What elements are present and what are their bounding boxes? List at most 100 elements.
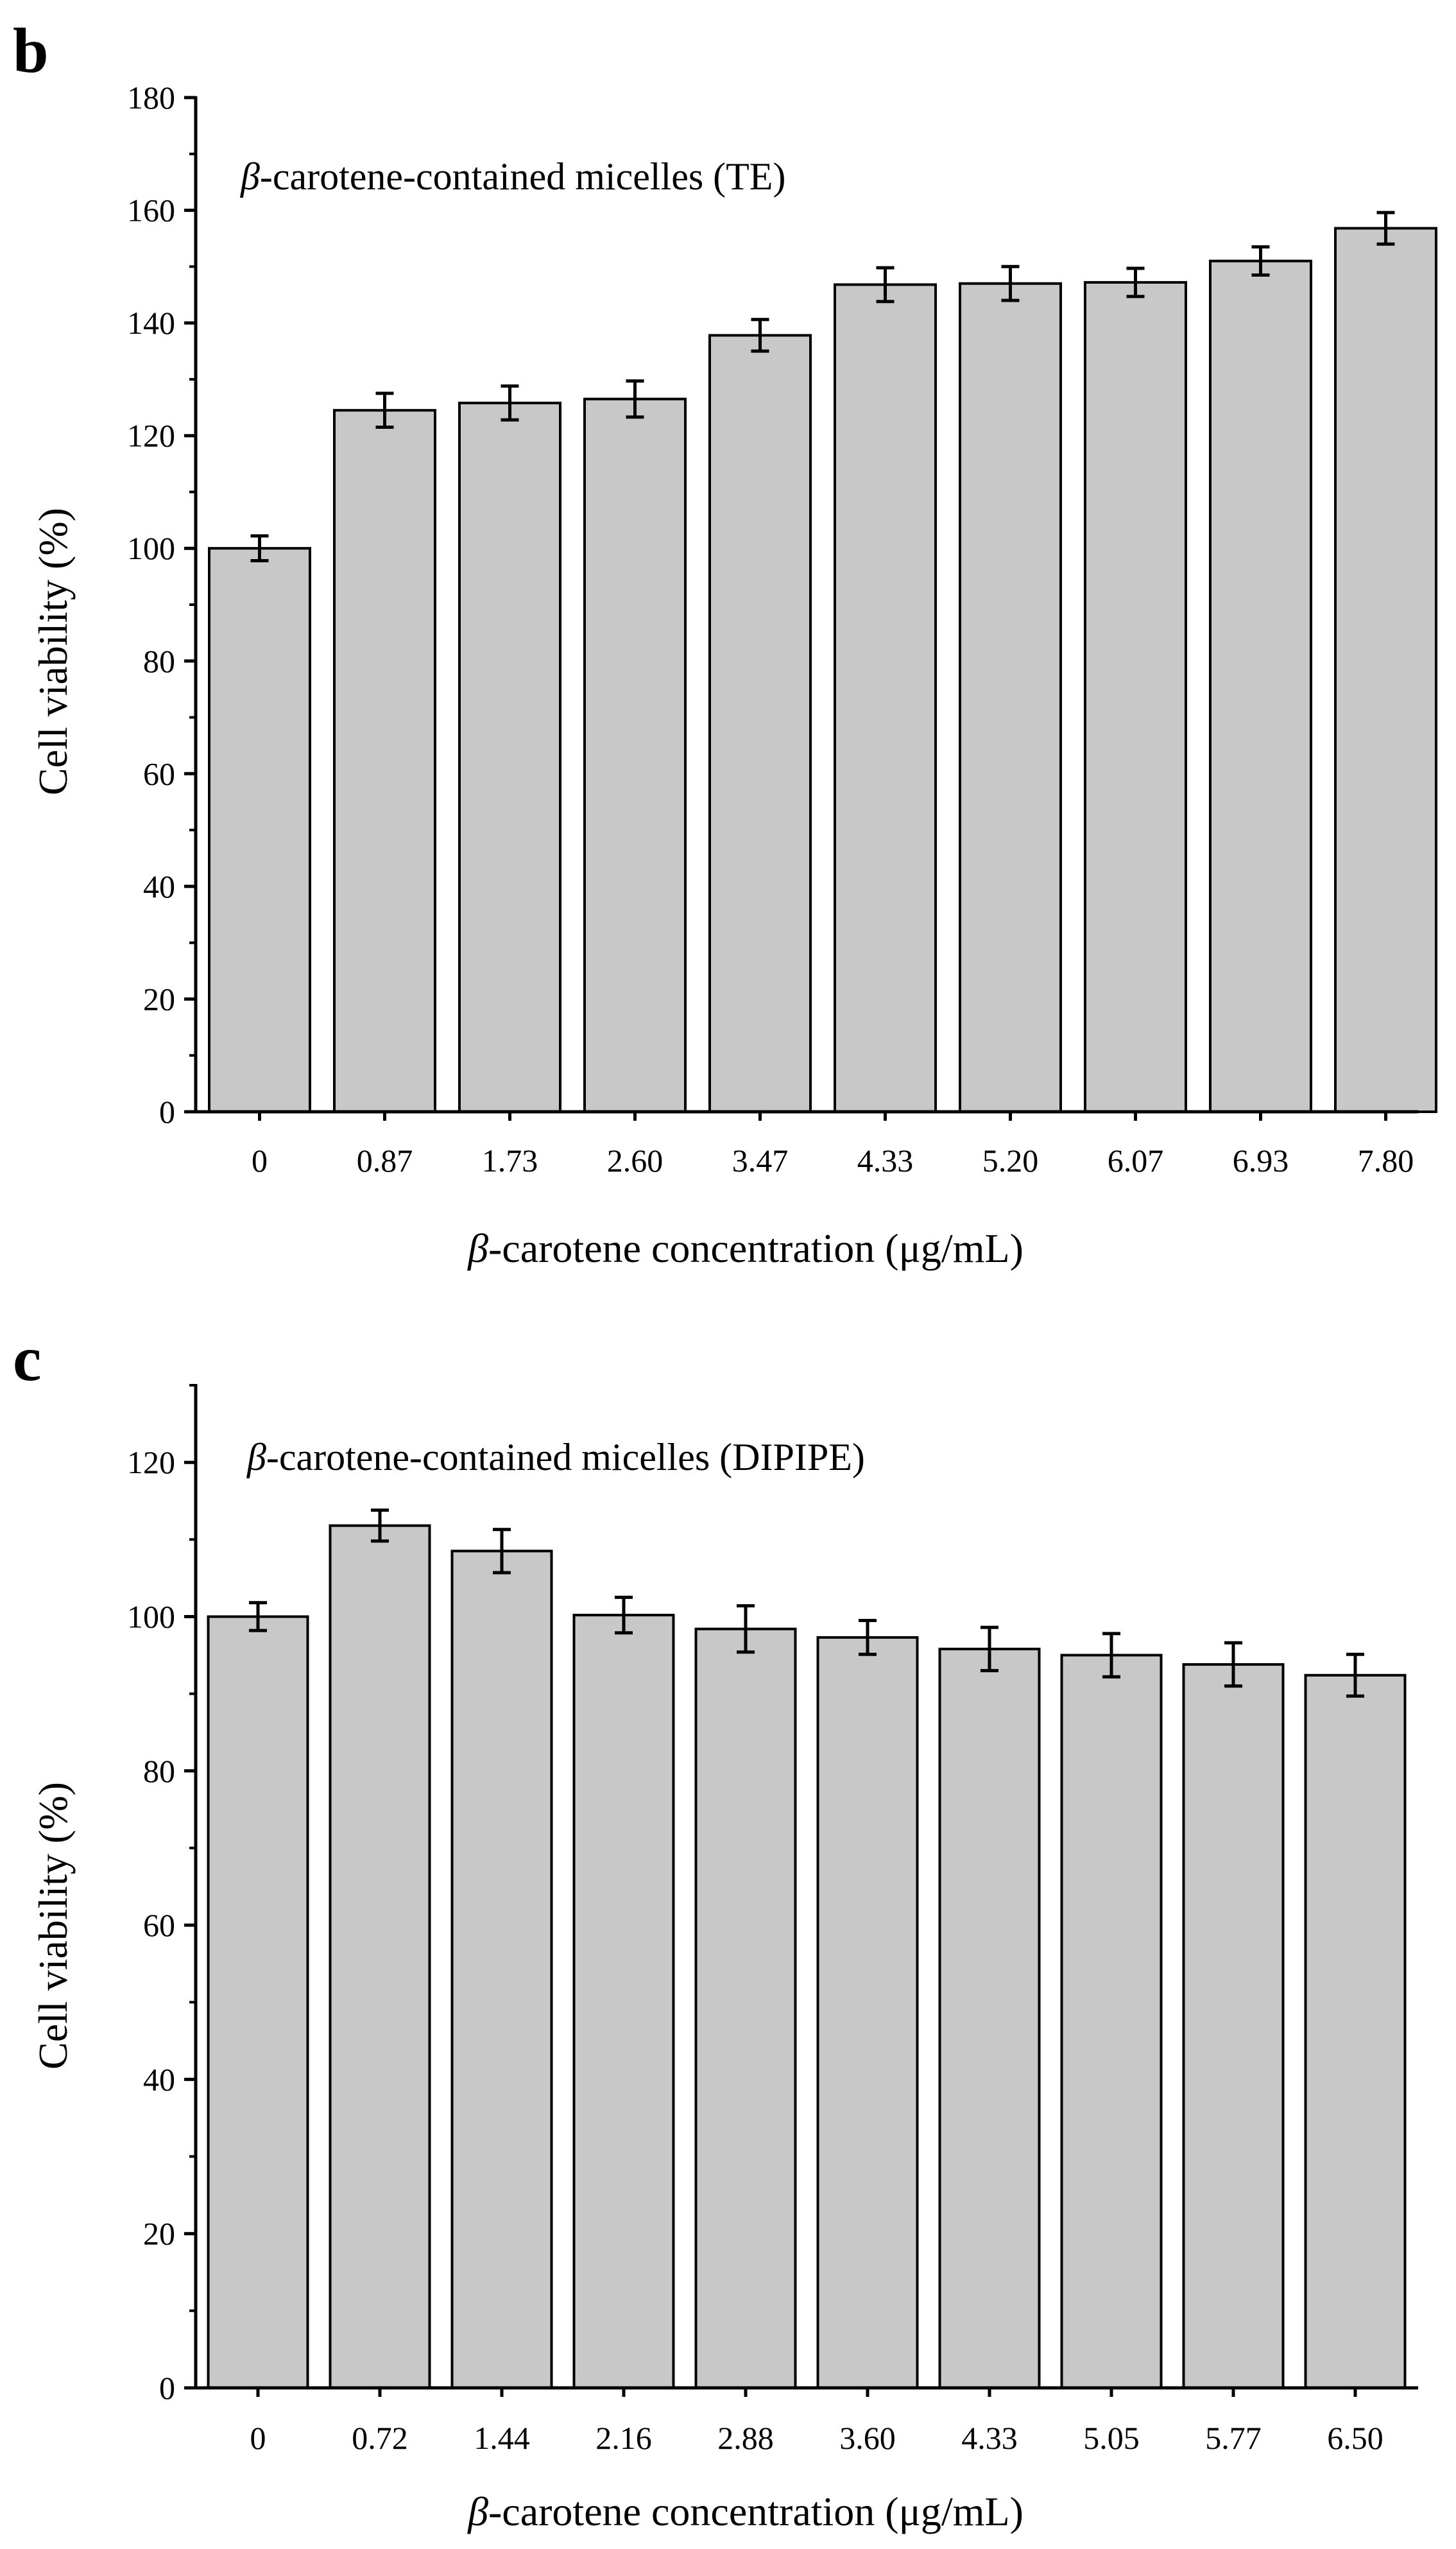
error-bar-b-7.80	[1376, 211, 1395, 246]
x-tick-label-b-6.93: 6.93	[1233, 1143, 1289, 1179]
bar-b-0	[208, 547, 311, 1113]
y-tick-label-c-120: 120	[127, 1444, 175, 1480]
error-bar-b-1.73	[501, 384, 519, 422]
bar-b-3.47	[708, 334, 812, 1113]
chart-panel-b: b β-carotene-contained micelles (TE) Cel…	[13, 15, 1437, 1271]
bars-b	[208, 227, 1437, 1114]
y-tick-label-b-140: 140	[127, 305, 175, 341]
bar-c-5.05	[1060, 1654, 1163, 2389]
error-bar-c-5.77	[1224, 1641, 1242, 1688]
panel-label-b: b	[13, 15, 49, 86]
error-bar-c-2.16	[615, 1595, 633, 1635]
error-bar-c-5.05	[1102, 1632, 1120, 1679]
error-bar-c-0.72	[371, 1508, 389, 1543]
x-tick-label-c-0: 0	[250, 2420, 266, 2456]
error-bar-b-6.07	[1126, 266, 1145, 298]
bar-c-2.16	[572, 1614, 675, 2390]
x-tick-label-b-3.47: 3.47	[732, 1143, 789, 1179]
bar-c-1.44	[450, 1550, 553, 2389]
axes-c	[194, 1384, 1418, 2390]
x-tick-label-b-7.80: 7.80	[1358, 1143, 1414, 1179]
bar-c-3.60	[816, 1636, 919, 2389]
bar-c-0.72	[329, 1524, 431, 2389]
chart-title-prefix-c: β	[246, 1436, 266, 1478]
x-tick-label-c-5.05: 5.05	[1083, 2420, 1140, 2456]
error-bar-b-2.60	[626, 379, 644, 419]
bar-b-2.60	[583, 397, 687, 1113]
bar-b-5.20	[959, 282, 1062, 1114]
y-tick-label-b-160: 160	[127, 193, 175, 229]
x-axis-label-text-c: -carotene concentration (μg/mL)	[488, 2489, 1023, 2534]
x-tick-label-c-2.16: 2.16	[595, 2420, 652, 2456]
bar-b-6.93	[1209, 259, 1312, 1114]
x-tick-label-c-5.77: 5.77	[1205, 2420, 1262, 2456]
x-tick-label-c-6.50: 6.50	[1327, 2420, 1383, 2456]
x-tick-label-c-0.72: 0.72	[352, 2420, 408, 2456]
x-axis-label-text-b: -carotene concentration (μg/mL)	[488, 1225, 1023, 1271]
bar-c-2.88	[694, 1627, 797, 2389]
error-bar-b-6.93	[1251, 245, 1270, 277]
error-bar-c-1.44	[493, 1528, 511, 1575]
error-bar-b-0.87	[375, 392, 394, 429]
y-tick-label-b-120: 120	[127, 418, 175, 454]
error-bars-c	[249, 1508, 1364, 1698]
y-tick-label-c-0: 0	[159, 2370, 175, 2406]
error-bar-c-4.33	[981, 1625, 998, 1673]
x-tick-label-b-0: 0	[252, 1143, 268, 1179]
x-tick-label-c-4.33: 4.33	[961, 2420, 1018, 2456]
bar-c-4.33	[938, 1647, 1041, 2389]
error-bar-b-3.47	[751, 318, 769, 353]
x-axis-label-c: β-carotene concentration (μg/mL)	[467, 2489, 1023, 2534]
y-tick-label-b-0: 0	[159, 1094, 175, 1130]
error-bar-c-2.88	[737, 1604, 755, 1654]
y-tick-label-c-40: 40	[143, 2061, 175, 2097]
bar-b-6.07	[1084, 281, 1187, 1113]
y-tick-label-b-80: 80	[143, 643, 175, 679]
bar-b-7.80	[1334, 227, 1437, 1114]
bar-c-0	[207, 1615, 309, 2389]
panel-label-c: c	[13, 1323, 41, 1394]
y-tick-label-b-40: 40	[143, 868, 175, 904]
x-tick-label-b-0.87: 0.87	[357, 1143, 413, 1179]
x-tick-label-b-6.07: 6.07	[1108, 1143, 1164, 1179]
x-tick-label-b-4.33: 4.33	[857, 1143, 914, 1179]
chart-title-c: β-carotene-contained micelles (DIPIPE)	[246, 1436, 865, 1478]
x-tick-label-c-3.60: 3.60	[839, 2420, 896, 2456]
error-bar-c-0	[249, 1601, 267, 1632]
y-tick-label-b-60: 60	[143, 756, 175, 791]
x-tick-label-c-2.88: 2.88	[717, 2420, 774, 2456]
bar-c-6.50	[1304, 1673, 1407, 2389]
y-tick-label-c-60: 60	[143, 1907, 175, 1943]
error-bar-b-5.20	[1001, 264, 1020, 302]
y-tick-label-c-100: 100	[127, 1599, 175, 1635]
y-ticks-b: 0 20 40 60 80 100 120 140 160 180	[127, 80, 196, 1130]
x-ticks-c: 0 0.72 1.44 2.16 2.88 3.60 4.33 5.05 5.77 6.50	[250, 2388, 1383, 2456]
chart-panel-c: c β-carotene-contained micelles (DIPIPE)…	[13, 1323, 1418, 2534]
x-tick-label-b-1.73: 1.73	[482, 1143, 538, 1179]
y-tick-label-c-80: 80	[143, 1753, 175, 1789]
x-ticks-b: 0 0.87 1.73 2.60 3.47 4.33 5.20 6.07 6.93 7.80	[252, 1112, 1414, 1179]
chart-title-text-c: -carotene-contained micelles (DIPIPE)	[266, 1436, 865, 1478]
y-axis-label-c: Cell viability (%)	[30, 1782, 76, 2069]
y-tick-label-c-20: 20	[143, 2216, 175, 2252]
y-ticks-c: 0 20 40 60 80 100 120	[127, 1384, 196, 2406]
y-axis-label-b: Cell viability (%)	[30, 508, 76, 795]
chart-title-text-b: -carotene-contained micelles (TE)	[260, 155, 786, 198]
x-tick-label-c-1.44: 1.44	[474, 2420, 530, 2456]
error-bar-c-3.60	[859, 1619, 877, 1656]
x-tick-label-b-5.20: 5.20	[982, 1143, 1039, 1179]
error-bar-b-4.33	[876, 266, 895, 304]
bar-c-5.77	[1182, 1663, 1285, 2389]
error-bar-c-6.50	[1346, 1652, 1364, 1698]
x-tick-label-b-2.60: 2.60	[607, 1143, 664, 1179]
bar-b-4.33	[834, 283, 937, 1113]
bar-b-1.73	[458, 401, 561, 1113]
bar-b-0.87	[333, 409, 436, 1114]
chart-title-prefix-b: β	[240, 155, 260, 198]
x-axis-label-prefix-b: β	[467, 1225, 488, 1271]
x-axis-label-b: β-carotene concentration (μg/mL)	[467, 1225, 1023, 1271]
y-tick-label-b-180: 180	[127, 80, 175, 116]
error-bars-b	[250, 211, 1395, 562]
chart-title-b: β-carotene-contained micelles (TE)	[240, 155, 785, 198]
